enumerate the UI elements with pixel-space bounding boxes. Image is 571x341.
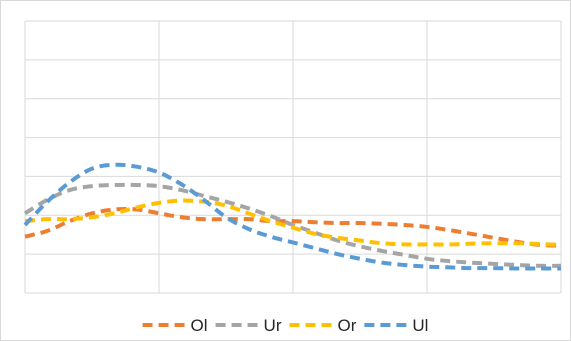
legend-item-ur: Ur: [215, 316, 282, 335]
legend-label-ul: Ul: [412, 316, 428, 335]
legend: Ol Ur Or Ul: [142, 316, 428, 335]
series-line-ol: [24, 206, 562, 248]
legend-label-or: Or: [338, 316, 357, 335]
legend-item-or: Or: [289, 316, 357, 335]
series-line-or: [24, 198, 562, 247]
series-line-ul: [23, 162, 561, 271]
gridlines: [24, 20, 562, 294]
legend-item-ul: Ul: [364, 316, 428, 335]
legend-label-ol: Ol: [191, 316, 208, 335]
series-lines: [23, 162, 562, 271]
legend-item-ol: Ol: [142, 316, 208, 335]
series-line-ur: [23, 182, 562, 268]
legend-label-ur: Ur: [264, 316, 282, 335]
